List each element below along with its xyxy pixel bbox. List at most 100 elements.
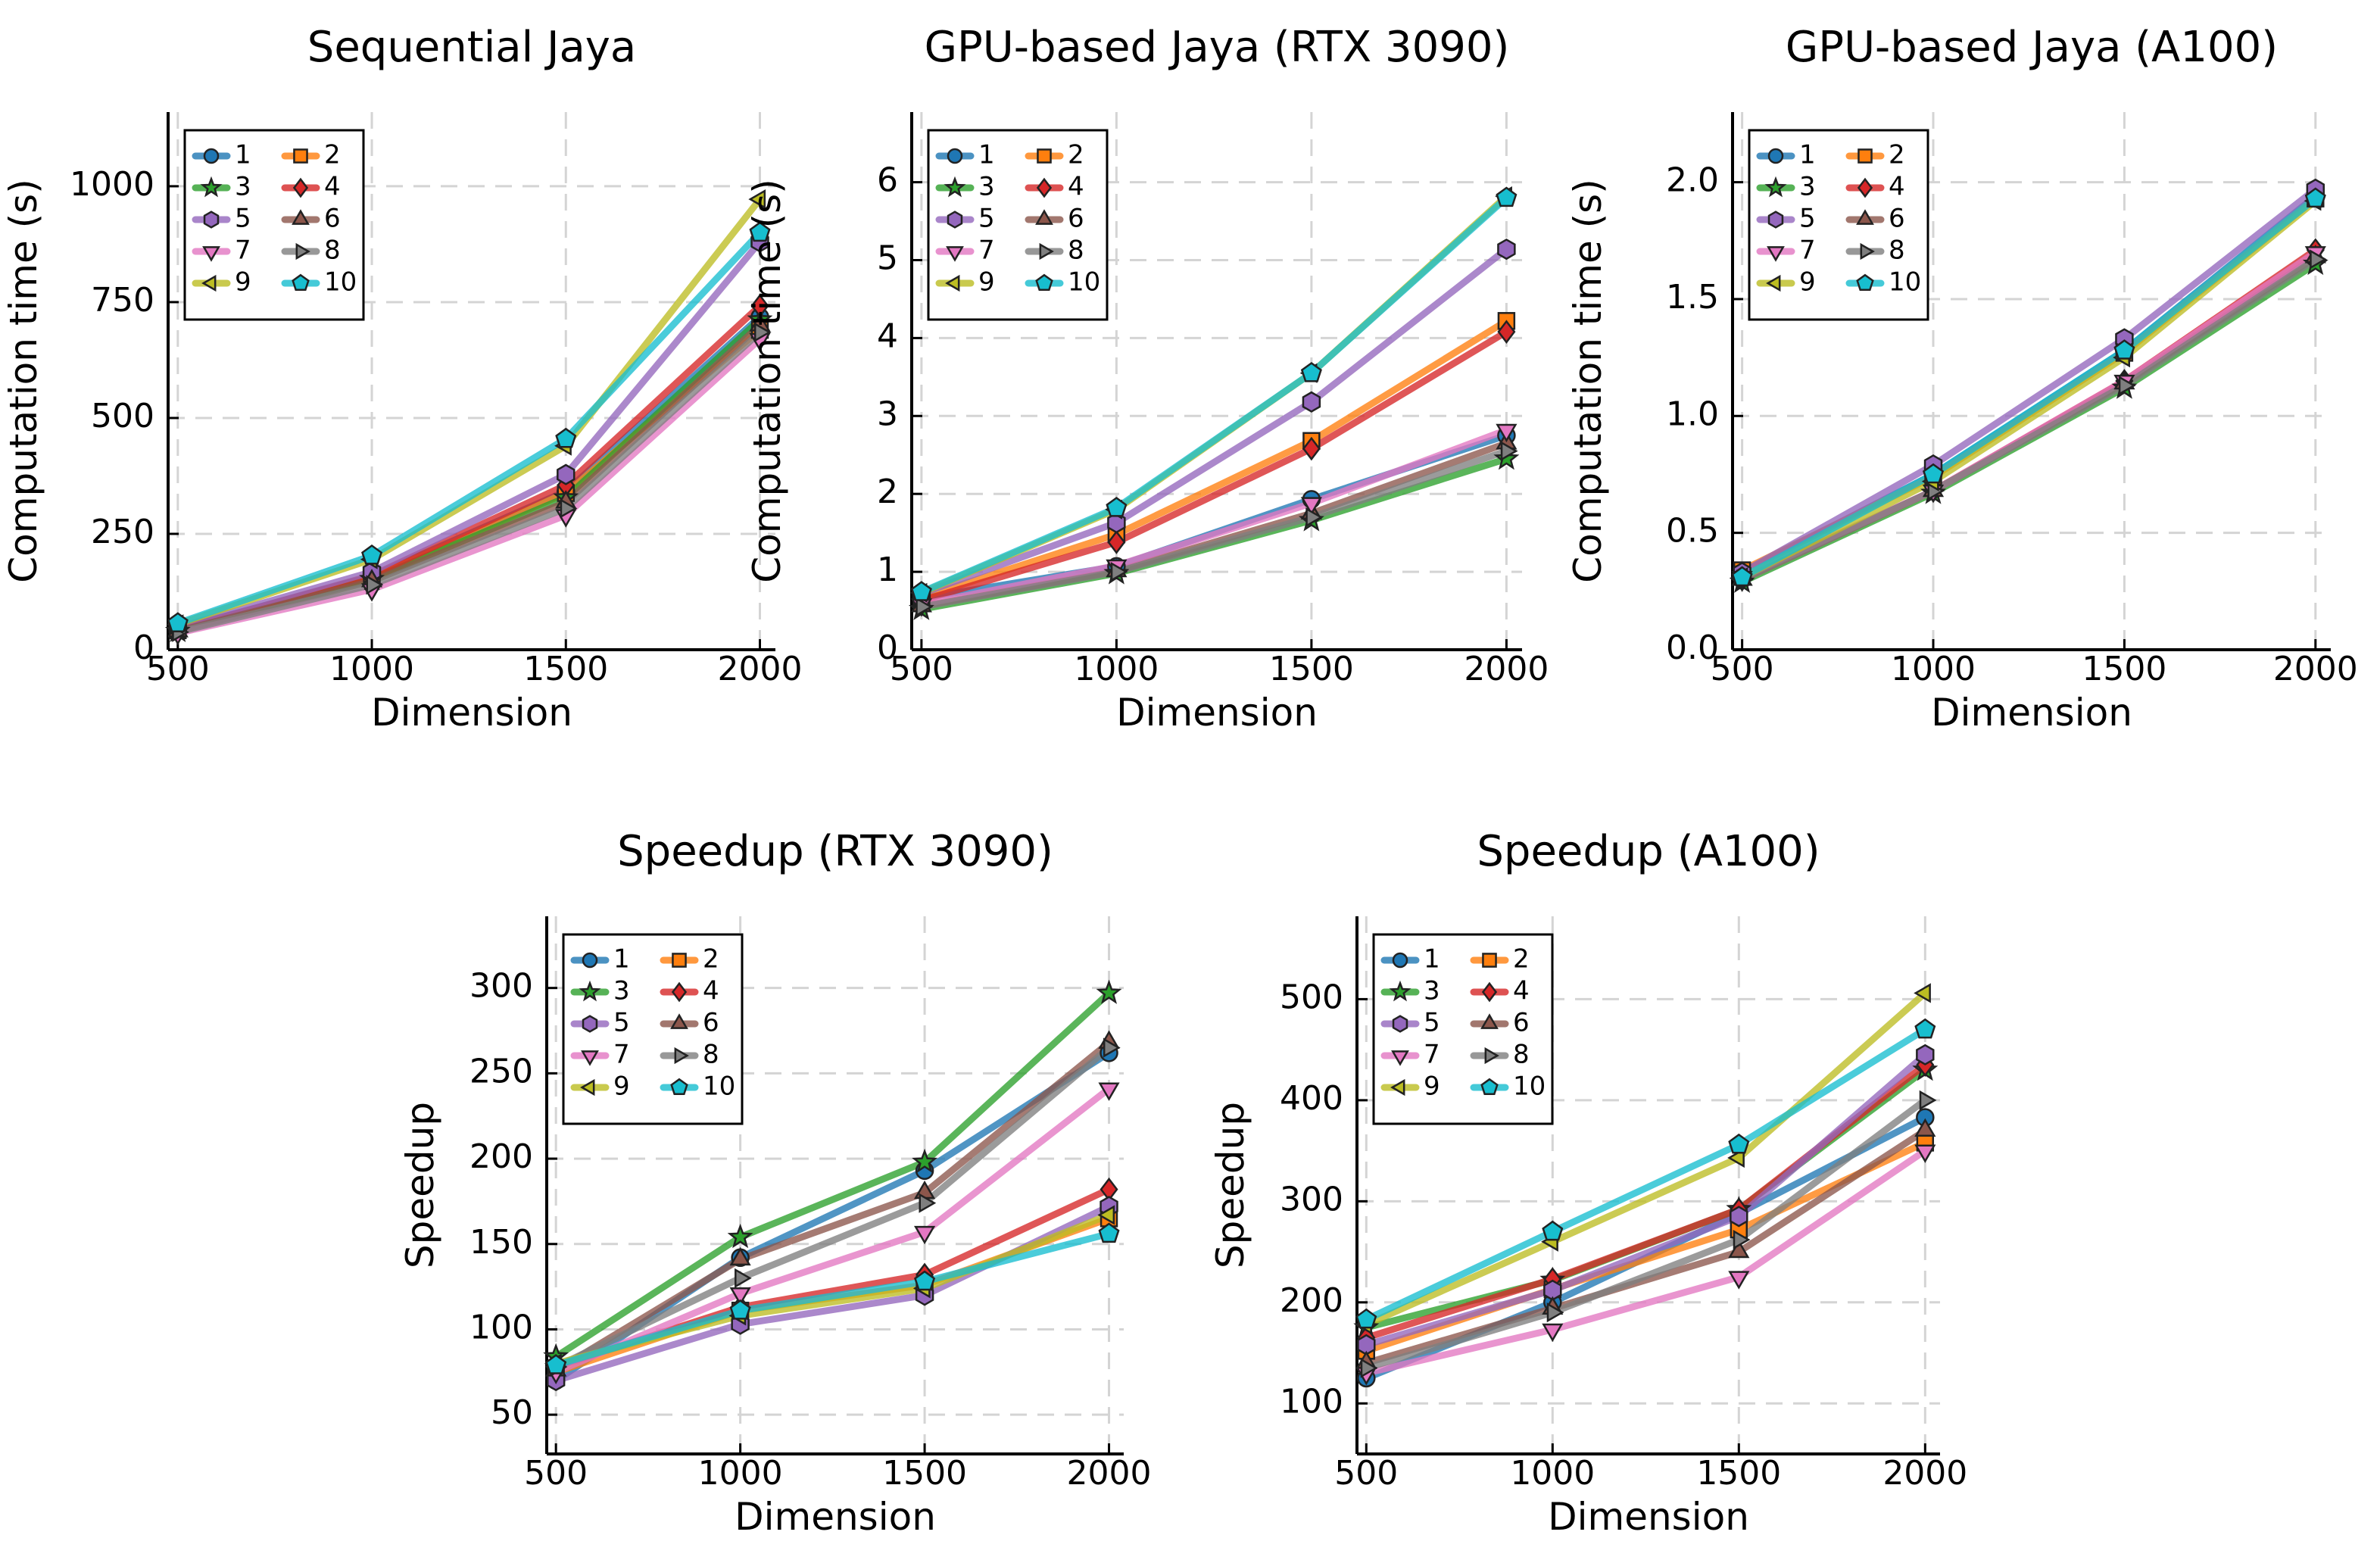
- y-tick-label: 2.0: [1666, 161, 1719, 200]
- data-point-series-7: [729, 1287, 751, 1306]
- legend-label: 1: [978, 140, 995, 170]
- x-tick-label: 1500: [523, 650, 608, 688]
- y-tick-label: 200: [469, 1137, 533, 1176]
- data-point-series-10: [729, 1299, 751, 1320]
- legend-label: 1: [1424, 944, 1440, 975]
- y-tick-label: 0.5: [1666, 512, 1719, 551]
- x-tick-label: 500: [146, 650, 210, 688]
- legend-marker-6: [670, 1013, 688, 1029]
- data-point-series-3: [727, 1223, 753, 1249]
- data-point-series-10: [1355, 1308, 1377, 1329]
- y-tick-label: 500: [91, 397, 154, 435]
- data-point-series-8: [2118, 376, 2136, 396]
- legend-marker-6: [1480, 1013, 1499, 1029]
- legend-label: 4: [324, 172, 341, 202]
- chart-panel-3: GPU-based Jaya (A100) 500 1000 1500 2000 0.0 0…: [1566, 23, 2358, 735]
- legend-label: 5: [978, 204, 995, 234]
- series-lines: [1739, 186, 2319, 585]
- legend: 1 2 3 4 5 6 7 8 9 10: [927, 129, 1109, 321]
- data-point-series-8: [916, 597, 934, 617]
- series-lines: [174, 195, 763, 637]
- y-tick-label: 50: [491, 1393, 533, 1432]
- data-point-series-10: [545, 1354, 567, 1374]
- legend-label: 3: [1799, 172, 1816, 202]
- legend-label: 10: [1513, 1072, 1546, 1102]
- legend-label: 3: [613, 976, 630, 1006]
- legend-marker-9: [945, 274, 960, 292]
- y-tick-label: 1000: [70, 165, 154, 204]
- y-tick-label: 5: [877, 239, 898, 278]
- series-line-4: [174, 302, 763, 634]
- legend-label: 4: [1513, 976, 1530, 1006]
- legend-marker-2: [1037, 148, 1052, 164]
- x-axis-label: Dimension: [735, 1495, 936, 1539]
- x-tick-label: 1500: [882, 1454, 967, 1493]
- chart-panel-1: Sequential Jaya 500 1000 1500 2000 0 250 500 750…: [2, 23, 802, 735]
- legend-label: 9: [1424, 1072, 1440, 1102]
- legend-label: 8: [703, 1040, 719, 1070]
- y-axis-label: Computation time (s): [745, 179, 789, 582]
- legend-label: 7: [1799, 236, 1816, 266]
- data-point-series-8: [753, 322, 772, 342]
- series-markers: [164, 189, 773, 646]
- legend-label: 2: [1068, 140, 1084, 170]
- legend-marker-9: [1390, 1078, 1405, 1097]
- series-line-8: [1739, 256, 2319, 583]
- legend-marker-7: [202, 246, 220, 262]
- series-line-8: [174, 329, 763, 636]
- y-tick-label: 6: [877, 161, 898, 200]
- legend-label: 2: [703, 944, 719, 975]
- x-tick-label: 1000: [1510, 1454, 1595, 1493]
- data-point-series-10: [1542, 1220, 1564, 1241]
- series-lines: [1362, 989, 1929, 1382]
- x-tick-label: 2000: [2273, 650, 2358, 688]
- legend-marker-10: [1035, 273, 1053, 291]
- legend-label: 7: [613, 1040, 630, 1070]
- legend-label: 9: [1799, 267, 1816, 298]
- data-point-series-10: [1731, 566, 1753, 587]
- data-point-series-5: [1730, 1206, 1748, 1228]
- legend-marker-3: [200, 176, 223, 198]
- data-point-series-8: [1360, 1358, 1378, 1378]
- chart-title: GPU-based Jaya (A100): [1786, 23, 2278, 72]
- legend-marker-1: [1392, 952, 1408, 969]
- legend-marker-8: [295, 242, 310, 260]
- series-line-6: [552, 1039, 1112, 1374]
- data-point-series-8: [560, 498, 578, 519]
- legend-label: 2: [1889, 140, 1905, 170]
- y-tick-label: 250: [91, 513, 154, 551]
- y-tick-label: 400: [1280, 1079, 1343, 1118]
- data-point-series-10: [910, 581, 932, 601]
- series-line-1: [174, 314, 763, 632]
- data-point-series-7: [1542, 1323, 1564, 1343]
- data-point-series-10: [361, 544, 383, 565]
- chart-panel-5: Speedup (A100)500 1000 1500 200010020030040…: [1209, 827, 1967, 1539]
- chart-panel-4: Speedup (RTX 3090)500 1000 1500 20005010015…: [398, 827, 1152, 1539]
- legend-label: 7: [978, 236, 995, 266]
- legend-marker-3: [1389, 980, 1411, 1002]
- y-tick-label: 0.0: [1666, 629, 1719, 667]
- legend-marker-6: [1856, 209, 1874, 225]
- legend-marker-2: [1858, 148, 1873, 164]
- data-point-series-10: [2304, 187, 2326, 208]
- legend-label: 3: [235, 172, 251, 202]
- y-axis-label: Computation time (s): [1566, 179, 1610, 582]
- data-point-series-10: [1300, 361, 1322, 382]
- legend-marker-5: [1392, 1015, 1408, 1033]
- x-tick-label: 1500: [2082, 650, 2166, 688]
- chart-title: Speedup (RTX 3090): [617, 827, 1053, 876]
- legend-label: 1: [613, 944, 630, 975]
- series-line-8: [552, 1044, 1112, 1371]
- legend: 1 2 3 4 5 6 7 8 9 10: [1372, 933, 1554, 1125]
- series-line-2: [174, 326, 763, 634]
- series-line-7: [918, 426, 1510, 608]
- x-tick-label: 1500: [1269, 650, 1354, 688]
- data-point-series-5: [1916, 1044, 1935, 1065]
- legend-marker-6: [1035, 209, 1053, 225]
- series-line-5: [174, 238, 763, 632]
- y-tick-label: 250: [469, 1052, 533, 1090]
- legend-marker-4: [671, 981, 688, 1003]
- series-lines: [918, 192, 1510, 613]
- legend-marker-7: [1767, 246, 1785, 262]
